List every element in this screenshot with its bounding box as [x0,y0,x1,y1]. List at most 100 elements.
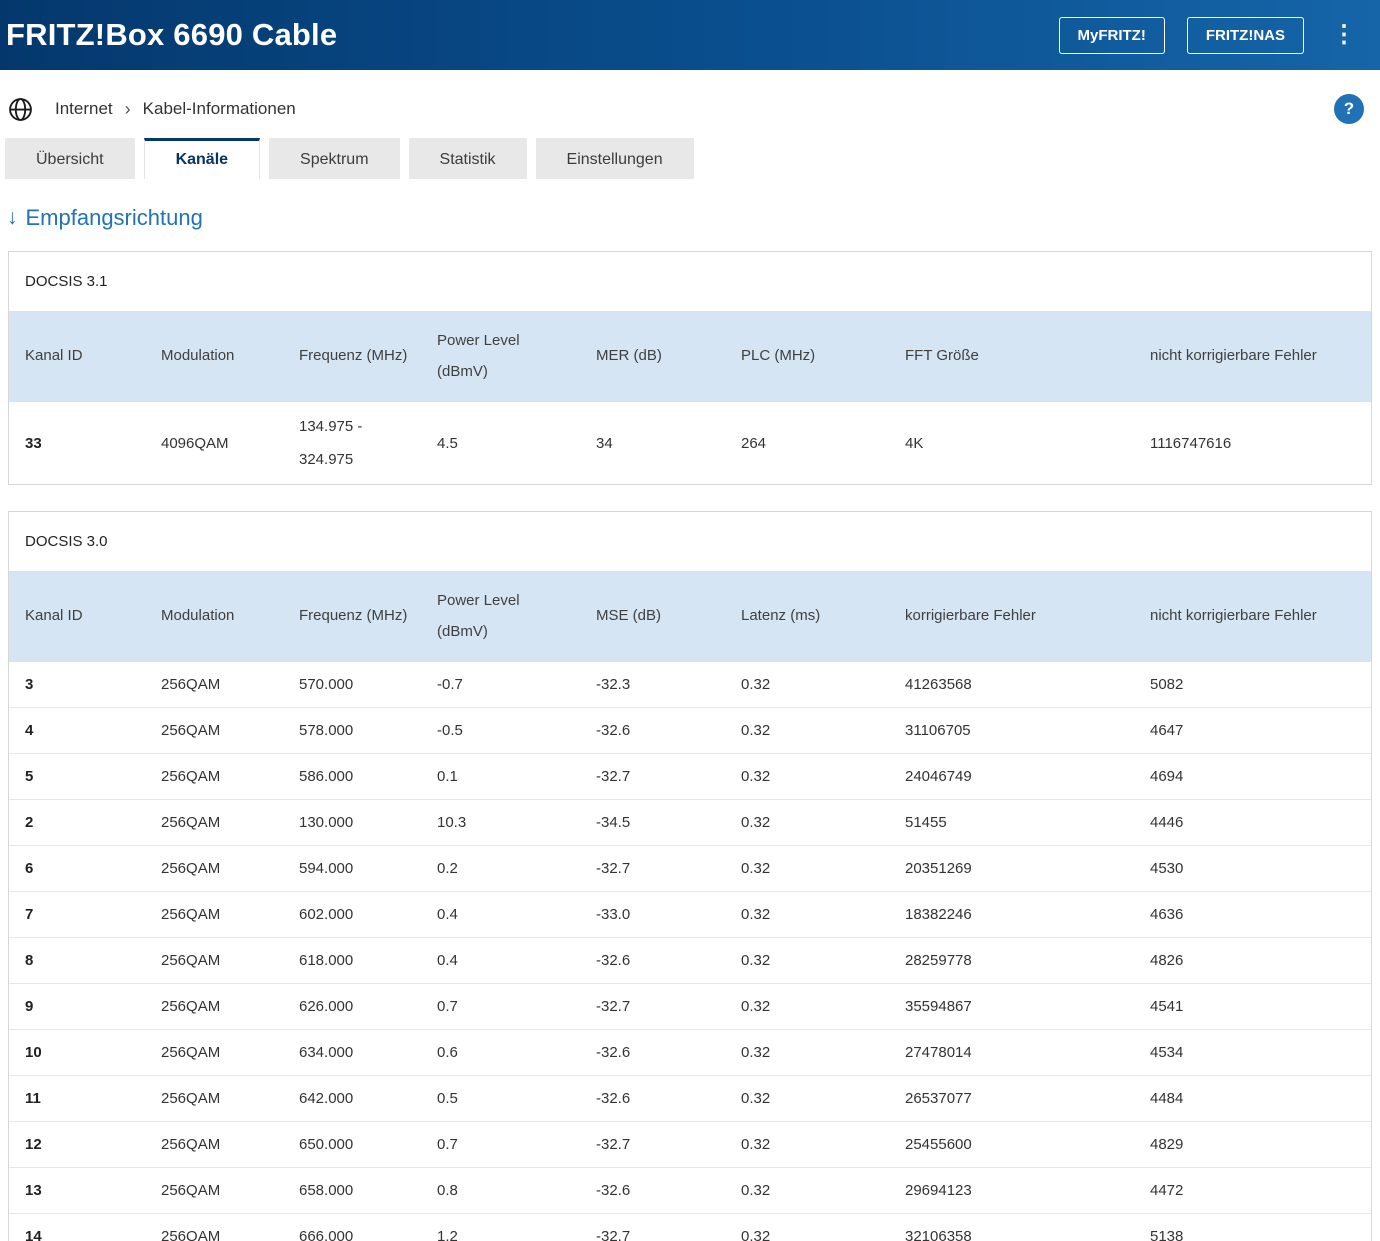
table-cell: -32.6 [580,707,725,754]
column-header: nicht korrigierbare Fehler [1134,571,1371,662]
table-cell: 0.7 [421,983,580,1030]
column-header: MER (dB) [580,311,725,402]
table-cell: 0.32 [725,1075,889,1122]
table-cell: 256QAM [145,1121,283,1168]
tab-statistik[interactable]: Statistik [408,138,527,179]
table-cell: 0.32 [725,707,889,754]
table-row: 10 256QAM 634.000 0.6 -32.6 0.32 27478014 4534 [9,1029,1371,1076]
table-cell: 0.4 [421,937,580,984]
table-header-row: Kanal ID Modulation Frequenz (MHz) Power Le… [9,571,1371,662]
breadcrumb-item-internet[interactable]: Internet [55,99,113,118]
table-cell: -32.6 [580,937,725,984]
table-cell: 570.000 [283,662,421,708]
table-cell: 0.6 [421,1029,580,1076]
table-cell: 264 [741,434,767,452]
kebab-menu-icon[interactable]: ⋮ [1332,21,1356,48]
docsis30-table: Kanal ID Modulation Frequenz (MHz) Power Le… [9,571,1371,1241]
table-cell: 0.32 [725,799,889,846]
table-cell: 1116747616 [1150,434,1232,452]
table-cell: 256QAM [145,937,283,984]
table-cell: -32.7 [580,983,725,1030]
table-row: 12 256QAM 650.000 0.7 -32.7 0.32 25455600 4829 [9,1121,1371,1168]
globe-icon [8,97,33,122]
header-actions: MyFRITZ! FRITZ!NAS ⋮ [1058,16,1362,54]
table-cell: 256QAM [145,799,283,846]
table-row: 3 256QAM 570.000 -0.7 -32.3 0.32 41263568 5082 [9,662,1371,708]
table-row: 14 256QAM 666.000 1.2 -32.7 0.32 32106358 5138 [9,1214,1371,1241]
column-header: Power Level (dBmV) [421,311,580,402]
table-cell: 20351269 [889,845,1134,892]
table-cell: 24046749 [889,753,1134,800]
table-cell: 4 [9,707,145,754]
table-cell: 10.3 [421,799,580,846]
table-cell: 0.8 [421,1167,580,1214]
table-cell: 0.32 [725,845,889,892]
table-cell: -0.5 [421,707,580,754]
table-cell: 51455 [889,799,1134,846]
table-row: 6 256QAM 594.000 0.2 -32.7 0.32 20351269 4530 [9,845,1371,892]
table-cell: 256QAM [145,845,283,892]
table-cell: 29694123 [889,1167,1134,1214]
table-cell: -32.7 [580,845,725,892]
table-cell: 25455600 [889,1121,1134,1168]
table-cell: 586.000 [283,753,421,800]
table-cell: 578.000 [283,707,421,754]
table-cell: 594.000 [283,845,421,892]
table-cell: 134.975 - 324.975 [299,418,363,468]
table-cell: -32.7 [596,1228,631,1241]
table-cell: 4446 [1134,799,1371,846]
table-cell: 14 [25,1228,42,1241]
table-cell: -32.6 [580,1029,725,1076]
myfritz-button[interactable]: MyFRITZ! [1058,16,1165,54]
table-cell: 4541 [1134,983,1371,1030]
table-cell: 130.000 [283,799,421,846]
docsis31-panel: DOCSIS 3.1 Kanal ID Modulation Frequenz (M… [8,251,1372,485]
table-cell: 602.000 [283,891,421,938]
column-header: Kanal ID [9,571,145,662]
table-cell: -32.7 [580,753,725,800]
table-cell: -32.6 [580,1075,725,1122]
tab-kanaele[interactable]: Kanäle [143,138,261,179]
table-row: 11 256QAM 642.000 0.5 -32.6 0.32 26537077 4484 [9,1075,1371,1122]
table-cell: 4096QAM [161,434,229,452]
table-cell: 0.4 [421,891,580,938]
table-cell: 256QAM [145,891,283,938]
docsis31-table: Kanal ID Modulation Frequenz (MHz) Power Le… [9,311,1371,484]
column-header: Kanal ID [9,311,145,402]
table-cell: 28259778 [889,937,1134,984]
table-cell: -0.7 [421,662,580,708]
table-cell: 5082 [1134,662,1371,708]
breadcrumb-separator-icon: › [124,98,131,119]
table-cell: 0.32 [741,1228,771,1241]
table-row: 7 256QAM 602.000 0.4 -33.0 0.32 18382246 4636 [9,891,1371,938]
table-row: 33 4096QAM 134.975 - 324.975 4.5 34 264 4K 1116… [9,402,1371,484]
table-cell: 0.32 [725,1029,889,1076]
table-cell: -32.7 [580,1121,725,1168]
docsis31-panel-title: DOCSIS 3.1 [25,273,108,290]
table-cell: 256QAM [145,1029,283,1076]
column-header: FFT Größe [889,311,1134,402]
table-cell: 31106705 [889,707,1134,754]
table-row: 4 256QAM 578.000 -0.5 -32.6 0.32 31106705 4647 [9,707,1371,754]
table-cell: 256QAM [145,983,283,1030]
column-header: Modulation [145,311,283,402]
table-cell: 5138 [1150,1228,1184,1241]
table-cell: 26537077 [889,1075,1134,1122]
tab-uebersicht[interactable]: Übersicht [5,138,135,179]
column-header: Frequenz (MHz) [283,571,421,662]
table-cell: 634.000 [283,1029,421,1076]
table-cell: 256QAM [145,1075,283,1122]
table-cell: 1.2 [437,1228,458,1241]
table-cell: 10 [9,1029,145,1076]
tab-einstellungen[interactable]: Einstellungen [535,138,694,179]
table-cell: 256QAM [145,1167,283,1214]
tab-spektrum[interactable]: Spektrum [269,138,400,179]
table-cell: 41263568 [889,662,1134,708]
column-header: PLC (MHz) [725,311,889,402]
help-button[interactable]: ? [1334,94,1364,124]
table-cell: 3 [9,662,145,708]
table-cell: 256QAM [145,707,283,754]
empfangsrichtung-heading[interactable]: ↓ Empfangsrichtung [7,205,1380,231]
fritznas-button[interactable]: FRITZ!NAS [1186,16,1304,54]
docsis30-panel-title: DOCSIS 3.0 [25,533,108,550]
